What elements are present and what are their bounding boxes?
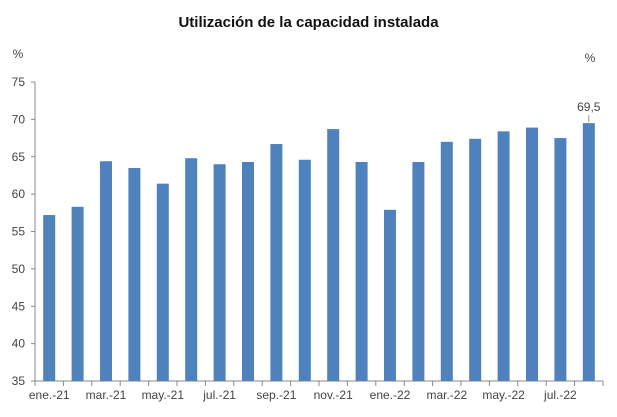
bar-dic.-21 — [355, 161, 368, 381]
data-label: 69,5 — [577, 100, 601, 114]
chart-title: Utilización de la capacidad instalada — [178, 14, 439, 31]
y-tick-label: 70 — [12, 112, 26, 126]
bar-feb.-21 — [71, 206, 84, 381]
bar-abr.-22 — [469, 138, 482, 381]
bar-nov.-21 — [327, 129, 340, 381]
bar-ago.-21 — [242, 161, 254, 381]
bar-jul.-22 — [554, 138, 567, 381]
y-tick-label: 55 — [12, 225, 26, 239]
bar-jun.-21 — [185, 158, 198, 381]
y-tick-label: 60 — [12, 187, 26, 201]
bar-may.-22 — [497, 131, 510, 381]
bar-abr.-21 — [128, 167, 141, 381]
x-tick-label: nov.-21 — [314, 388, 353, 402]
x-tick-label: may.-22 — [482, 388, 525, 402]
y-tick-label: 45 — [12, 299, 26, 313]
bar-may.-21 — [156, 183, 169, 381]
x-tick-label: jul.-21 — [202, 388, 236, 402]
bar-mar.-22 — [440, 141, 453, 381]
bar-sep.-21 — [270, 144, 283, 381]
x-tick-label: ene.-21 — [29, 388, 70, 402]
x-tick-label: ene.-22 — [370, 388, 411, 402]
x-tick-label: may.-21 — [142, 388, 185, 402]
x-tick-label: jul.-22 — [543, 388, 577, 402]
y-axis-unit-left: % — [13, 47, 24, 61]
y-tick-label: 50 — [12, 262, 26, 276]
bar-jun.-22 — [526, 127, 538, 381]
bar-oct.-21 — [298, 159, 311, 381]
y-tick-label: 40 — [12, 337, 26, 351]
bar-jul.-21 — [213, 164, 226, 381]
bar-ene.-21 — [43, 215, 56, 381]
x-tick-label: mar.-22 — [426, 388, 467, 402]
bar-ago.-22 — [582, 123, 595, 382]
x-tick-label: sep.-21 — [256, 388, 296, 402]
x-tick-label: mar.-21 — [86, 388, 127, 402]
bar-ene.-22 — [384, 209, 396, 381]
y-tick-label: 75 — [12, 75, 26, 89]
y-tick-label: 65 — [12, 150, 26, 164]
y-tick-label: 35 — [12, 374, 26, 388]
bar-feb.-22 — [412, 161, 425, 381]
bar-mar.-21 — [100, 161, 112, 381]
y-axis-unit-right: % — [585, 51, 596, 65]
